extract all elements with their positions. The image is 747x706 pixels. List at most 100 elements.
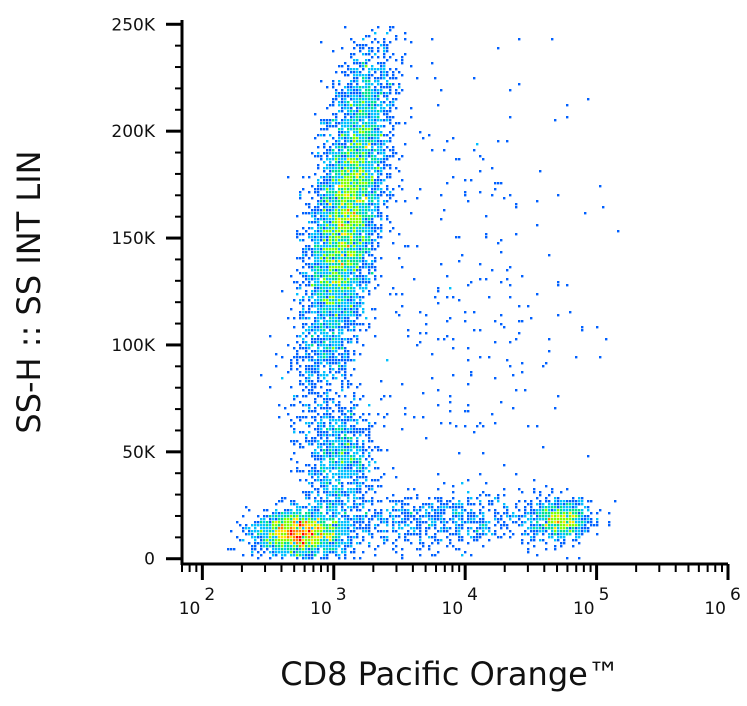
event-dot <box>344 509 347 512</box>
event-dot <box>299 302 302 305</box>
event-dot <box>314 320 317 323</box>
event-dot <box>332 374 335 377</box>
event-dot <box>347 506 350 509</box>
x-tick-exponent: 6 <box>730 585 741 605</box>
event-dot <box>383 521 386 524</box>
event-dot <box>356 98 359 101</box>
event-dot <box>359 446 362 449</box>
event-dot <box>386 449 389 452</box>
event-dot <box>383 191 386 194</box>
event-dot <box>371 50 374 53</box>
event-dot <box>329 146 332 149</box>
event-dot <box>293 326 296 329</box>
event-dot <box>263 521 266 524</box>
event-dot <box>350 149 353 152</box>
event-dot <box>452 374 455 377</box>
event-dot <box>353 500 356 503</box>
event-dot <box>311 296 314 299</box>
event-dot <box>356 113 359 116</box>
event-dot <box>347 488 350 491</box>
event-dot <box>431 377 434 380</box>
event-dot <box>323 347 326 350</box>
event-dot <box>350 320 353 323</box>
event-dot <box>374 98 377 101</box>
event-dot <box>458 548 461 551</box>
event-dot <box>389 83 392 86</box>
event-dot <box>362 476 365 479</box>
event-dot <box>428 545 431 548</box>
event-dot <box>335 233 338 236</box>
event-dot <box>401 518 404 521</box>
event-dot <box>326 272 329 275</box>
event-dot <box>386 92 389 95</box>
event-dot <box>323 440 326 443</box>
event-dot <box>344 515 347 518</box>
event-dot <box>359 467 362 470</box>
event-dot <box>371 125 374 128</box>
event-dot <box>251 536 254 539</box>
event-dot <box>455 509 458 512</box>
event-dot <box>494 320 497 323</box>
event-dot <box>332 236 335 239</box>
event-dot <box>347 359 350 362</box>
event-dot <box>365 206 368 209</box>
event-dot <box>320 362 323 365</box>
event-dot <box>332 50 335 53</box>
event-dot <box>353 245 356 248</box>
event-dot <box>332 533 335 536</box>
event-dot <box>335 224 338 227</box>
event-dot <box>314 452 317 455</box>
event-dot <box>311 152 314 155</box>
event-dot <box>344 443 347 446</box>
event-dot <box>257 551 260 554</box>
event-dot <box>332 440 335 443</box>
event-dot <box>320 539 323 542</box>
event-dot <box>365 188 368 191</box>
event-dot <box>302 542 305 545</box>
event-dot <box>425 512 428 515</box>
event-dot <box>341 182 344 185</box>
event-dot <box>338 185 341 188</box>
event-dot <box>575 527 578 530</box>
event-dot <box>371 134 374 137</box>
event-dot <box>332 215 335 218</box>
event-dot <box>326 167 329 170</box>
event-dot <box>479 503 482 506</box>
event-dot <box>254 536 257 539</box>
event-dot <box>347 317 350 320</box>
event-dot <box>302 395 305 398</box>
event-dot <box>344 407 347 410</box>
event-dot <box>314 407 317 410</box>
event-dot <box>374 509 377 512</box>
event-dot <box>434 518 437 521</box>
event-dot <box>323 539 326 542</box>
event-dot <box>395 68 398 71</box>
event-dot <box>308 410 311 413</box>
event-dot <box>311 356 314 359</box>
event-dot <box>500 281 503 284</box>
event-dot <box>368 35 371 38</box>
event-dot <box>506 512 509 515</box>
event-dot <box>359 527 362 530</box>
event-dot <box>473 311 476 314</box>
event-dot <box>374 266 377 269</box>
event-dot <box>293 299 296 302</box>
event-dot <box>374 170 377 173</box>
event-dot <box>491 500 494 503</box>
event-dot <box>356 239 359 242</box>
x-tick-exponent: 5 <box>599 585 610 605</box>
event-dot <box>368 68 371 71</box>
event-dot <box>479 500 482 503</box>
event-dot <box>356 128 359 131</box>
event-dot <box>458 506 461 509</box>
event-dot <box>302 281 305 284</box>
event-dot <box>548 494 551 497</box>
event-dot <box>341 194 344 197</box>
event-dot <box>326 308 329 311</box>
event-dot <box>329 206 332 209</box>
event-dot <box>386 194 389 197</box>
event-dot <box>389 515 392 518</box>
event-dot <box>557 518 560 521</box>
event-dot <box>332 518 335 521</box>
event-dot <box>356 59 359 62</box>
